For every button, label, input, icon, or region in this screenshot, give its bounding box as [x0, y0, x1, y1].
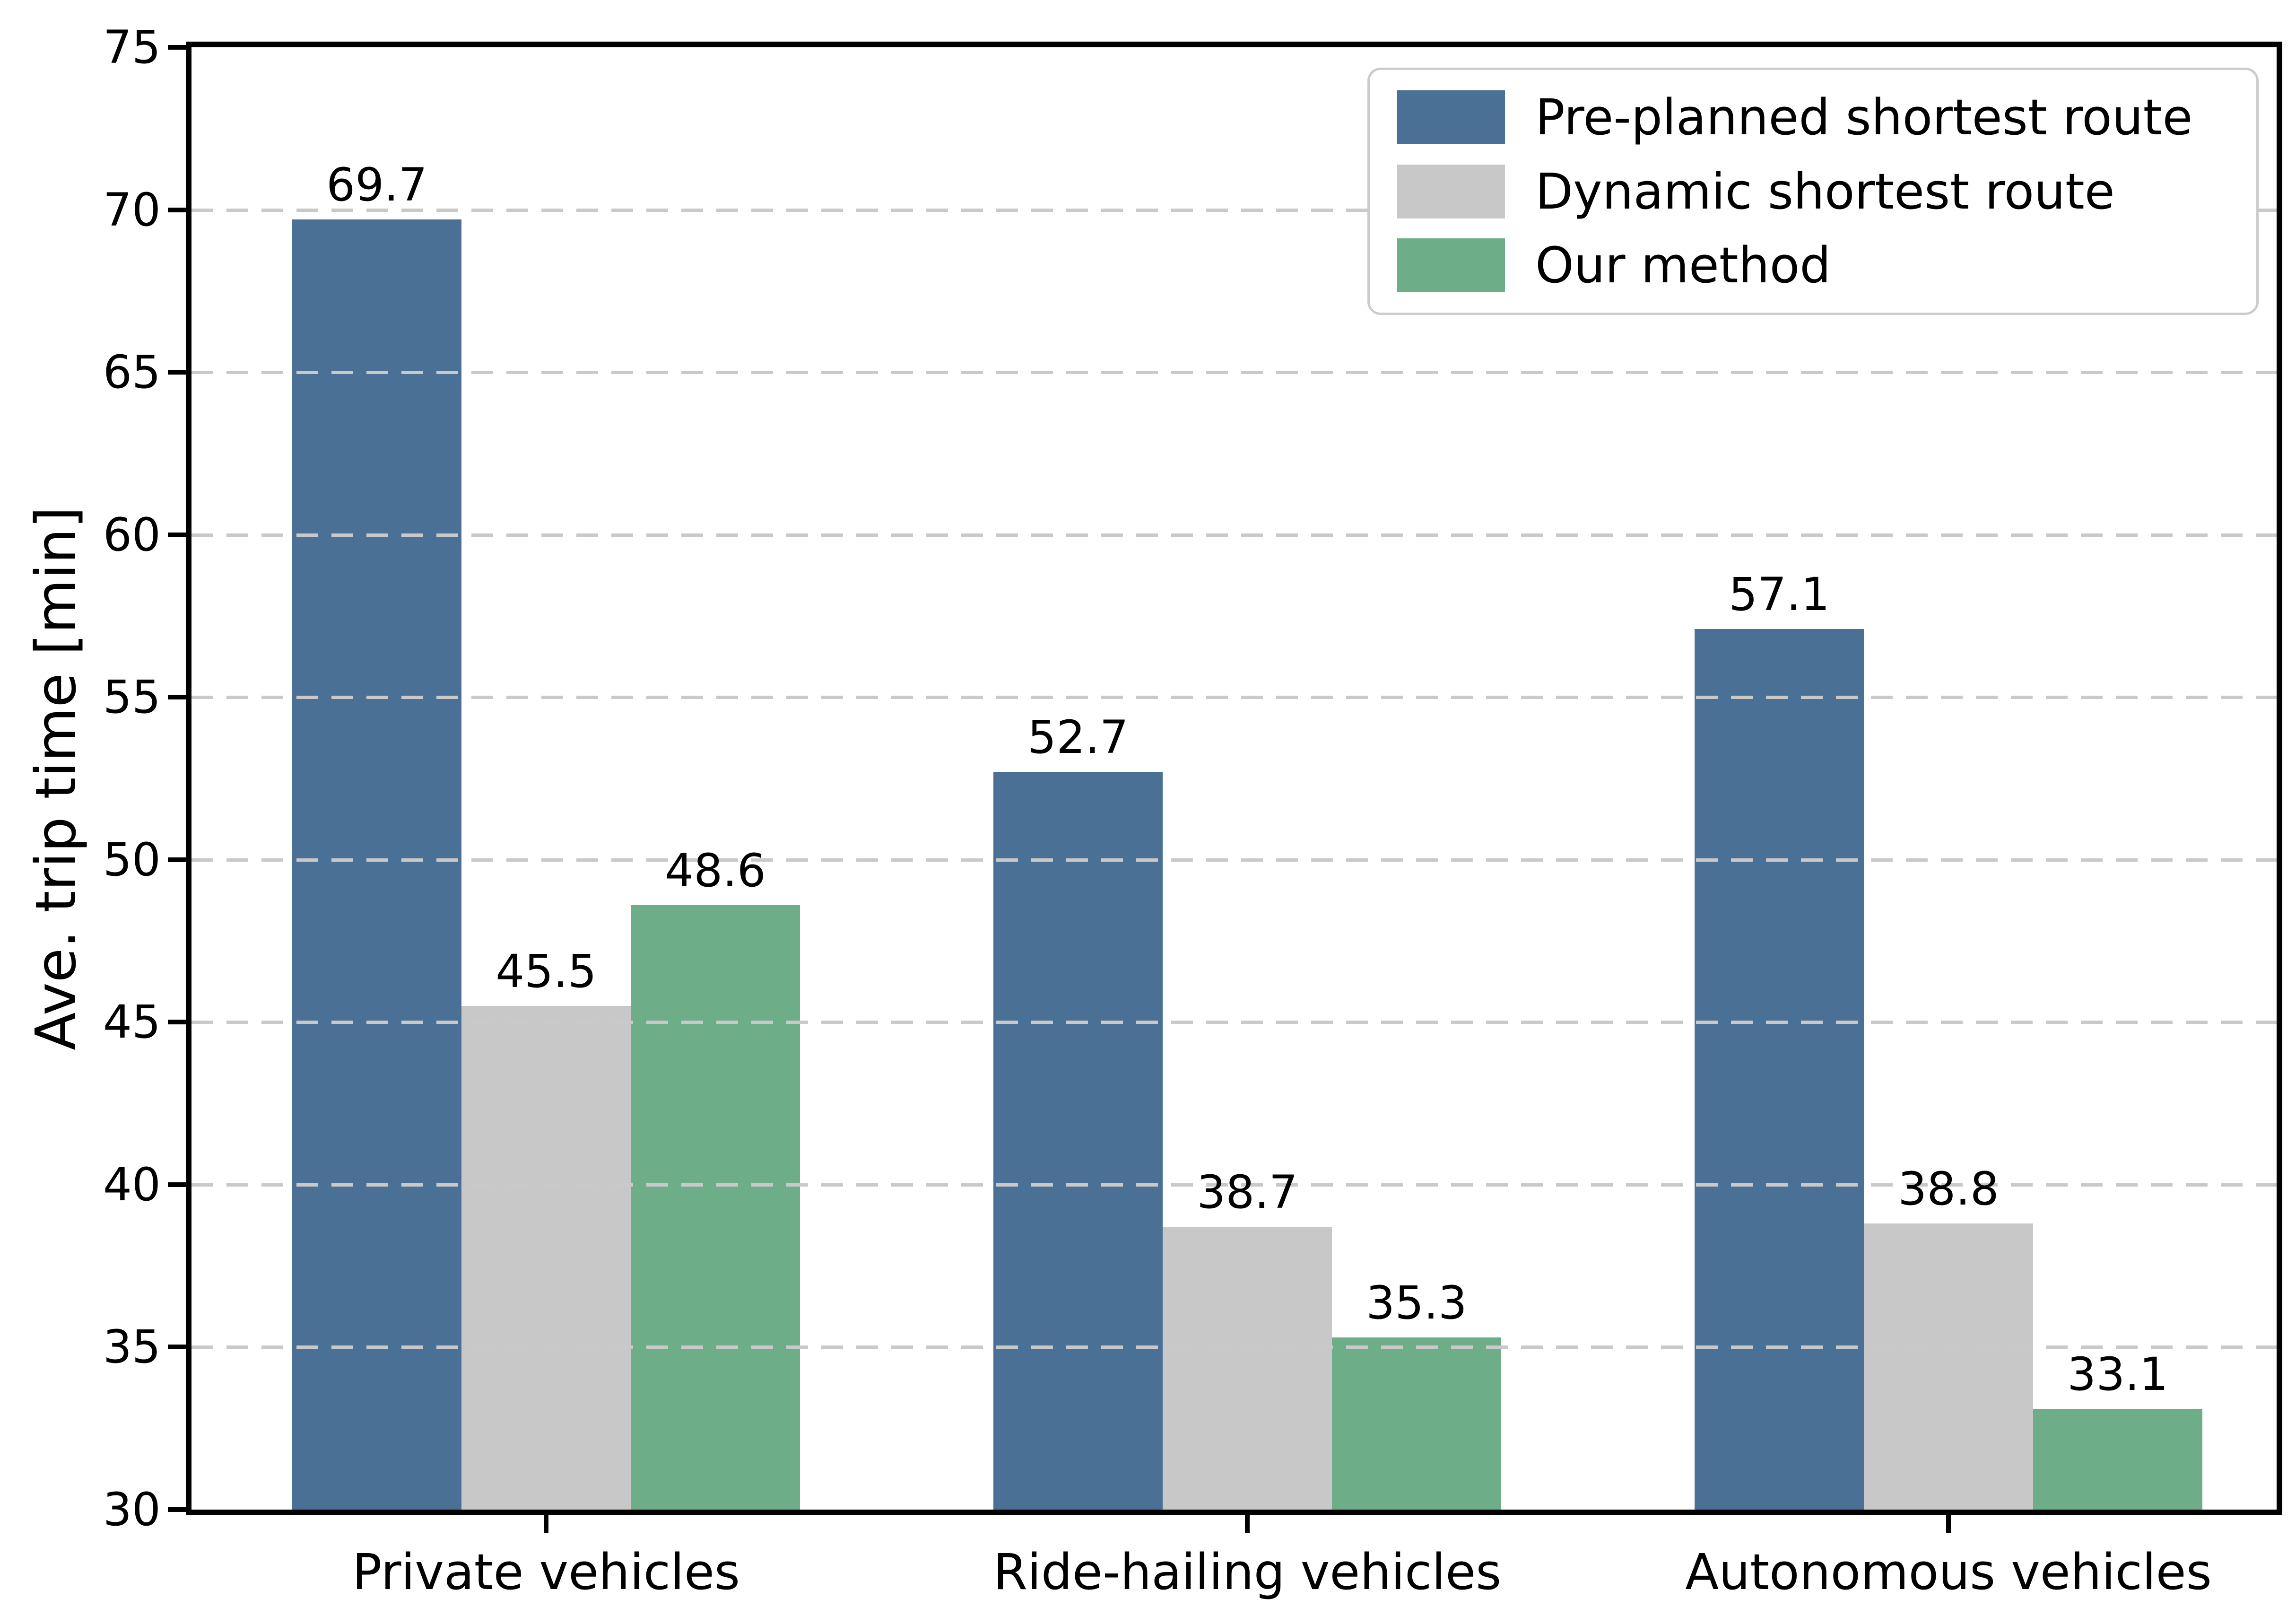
y-axis-tick [168, 1182, 186, 1187]
bar [2033, 1408, 2202, 1510]
gridline [191, 858, 2277, 862]
legend-label: Pre-planned shortest route [1535, 88, 2193, 146]
legend-item: Pre-planned shortest route [1397, 90, 2256, 144]
y-axis-tick [168, 1020, 186, 1025]
x-category-label: Autonomous vehicles [1685, 1543, 2212, 1601]
bar-value-label: 35.3 [1366, 1276, 1467, 1330]
bar-value-label: 38.8 [1898, 1162, 1999, 1216]
bar [1695, 629, 1864, 1510]
y-axis-label: Ave. trip time [min] [23, 507, 88, 1050]
bar [993, 772, 1163, 1510]
y-tick-label: 40 [103, 1158, 161, 1211]
bar [631, 905, 800, 1510]
legend-label: Dynamic shortest route [1535, 162, 2115, 220]
y-tick-label: 65 [103, 346, 161, 399]
y-axis-tick [168, 45, 186, 50]
legend-swatch [1397, 164, 1505, 218]
y-axis-tick [168, 532, 186, 537]
bar [461, 1005, 631, 1510]
x-axis-tick [1946, 1515, 1951, 1533]
legend-label: Our method [1535, 236, 1831, 295]
bar-value-label: 45.5 [496, 945, 597, 998]
bar-value-label: 69.7 [326, 158, 427, 212]
x-axis-tick [1245, 1515, 1250, 1533]
gridline [191, 1345, 2277, 1349]
bar-value-label: 48.6 [665, 844, 766, 898]
y-axis-tick [168, 695, 186, 700]
legend-item: Dynamic shortest route [1397, 162, 2256, 220]
y-axis-tick [168, 1507, 186, 1512]
y-axis-tick [168, 207, 186, 212]
y-tick-label: 45 [103, 996, 161, 1049]
bar-value-label: 38.7 [1197, 1166, 1298, 1219]
legend-item: Our method [1397, 236, 2256, 295]
y-tick-label: 70 [103, 183, 161, 236]
y-tick-label: 60 [103, 508, 161, 561]
y-tick-label: 75 [103, 21, 161, 74]
bar [1864, 1223, 2033, 1510]
x-axis-tick [544, 1515, 548, 1533]
x-category-label: Private vehicles [352, 1543, 740, 1601]
legend-swatch [1397, 238, 1505, 293]
gridline [191, 533, 2277, 537]
y-tick-label: 55 [103, 671, 161, 724]
x-category-label: Ride-hailing vehicles [993, 1543, 1502, 1601]
y-axis-tick [168, 1345, 186, 1350]
bar-value-label: 57.1 [1729, 568, 1830, 621]
y-axis-tick [168, 857, 186, 862]
gridline [191, 1183, 2277, 1187]
y-tick-label: 35 [103, 1320, 161, 1374]
bar [292, 219, 461, 1510]
y-axis-tick [168, 370, 186, 375]
legend: Pre-planned shortest route Dynamic shorte… [1367, 68, 2259, 315]
gridline [191, 696, 2277, 699]
y-tick-label: 50 [103, 833, 161, 886]
y-tick-label: 30 [103, 1483, 161, 1536]
gridline [191, 208, 2277, 212]
legend-swatch [1397, 90, 1505, 144]
gridline [191, 371, 2277, 375]
bar-value-label: 52.7 [1027, 711, 1129, 764]
bar [1163, 1227, 1332, 1510]
bar [1332, 1337, 1501, 1510]
bar-value-label: 33.1 [2067, 1348, 2168, 1401]
gridline [191, 1021, 2277, 1024]
